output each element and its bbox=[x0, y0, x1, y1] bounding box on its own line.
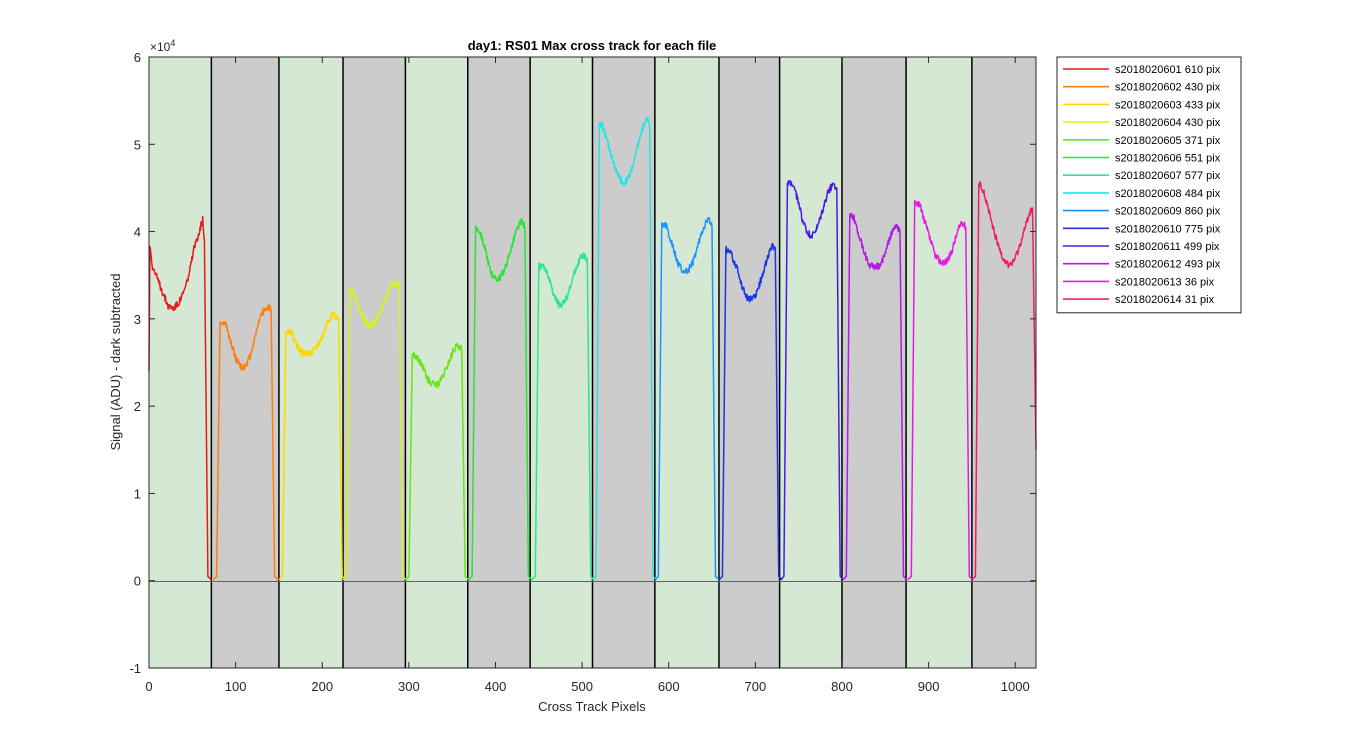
y-tick-label: 2 bbox=[134, 399, 141, 414]
y-tick-label: -1 bbox=[129, 661, 141, 676]
legend-entry: s2018020609 860 pix bbox=[1115, 206, 1221, 218]
x-tick-label: 1000 bbox=[1001, 679, 1030, 694]
background-band-green bbox=[906, 57, 972, 668]
series-line bbox=[468, 217, 533, 581]
x-tick-label: 300 bbox=[398, 679, 420, 694]
y-tick-label: 1 bbox=[134, 486, 141, 501]
y-tick-label: 0 bbox=[134, 574, 141, 589]
legend-entry: s2018020608 484 pix bbox=[1115, 188, 1221, 200]
background-band-gray bbox=[841, 57, 907, 668]
background-band-green bbox=[530, 57, 593, 668]
background-band-green bbox=[405, 57, 468, 668]
background-bands bbox=[149, 57, 1036, 668]
legend-entry: s2018020602 430 pix bbox=[1115, 82, 1221, 94]
x-tick-label: 700 bbox=[744, 679, 766, 694]
background-band-gray bbox=[718, 57, 780, 668]
series-layer bbox=[148, 117, 1037, 582]
series-line bbox=[654, 216, 720, 581]
background-band-green bbox=[779, 57, 842, 668]
background-band-green bbox=[278, 57, 344, 668]
series-line bbox=[842, 212, 908, 581]
y-exponent-base: ×10 bbox=[150, 40, 171, 54]
series-line bbox=[342, 280, 407, 581]
y-tick-label: 6 bbox=[134, 50, 141, 65]
series-line bbox=[404, 342, 470, 581]
series-line bbox=[779, 179, 845, 581]
background-band-green bbox=[149, 57, 212, 668]
series-line bbox=[278, 310, 347, 581]
background-band-gray bbox=[343, 57, 406, 668]
chart-title: day1: RS01 Max cross track for each file bbox=[468, 38, 717, 53]
legend: s2018020601 610 pix s2018020602 430 pix s2… bbox=[1056, 56, 1242, 314]
axis-ticks: 0 100 200 300 400 500 600 700 800 900 1000 -1 0 1 2 3 4 5… bbox=[129, 50, 1036, 694]
y-axis-label: Signal (ADU) - dark subtracted bbox=[108, 273, 123, 450]
x-tick-label: 0 bbox=[145, 679, 152, 694]
legend-box bbox=[1056, 56, 1242, 314]
y-exponent-label: ×104 bbox=[150, 38, 175, 54]
x-tick-label: 200 bbox=[311, 679, 333, 694]
legend-entry: s2018020607 577 pix bbox=[1115, 170, 1221, 182]
legend-entry: s2018020605 371 pix bbox=[1115, 135, 1221, 147]
series-line bbox=[212, 304, 279, 581]
x-tick-label: 800 bbox=[831, 679, 853, 694]
background-band-green bbox=[654, 57, 719, 668]
legend-entry: s2018020606 551 pix bbox=[1115, 153, 1221, 165]
legend-entry: s2018020614 31 pix bbox=[1115, 294, 1215, 306]
legend-entry: s2018020613 36 pix bbox=[1115, 276, 1215, 288]
y-tick-label: 4 bbox=[134, 225, 141, 240]
legend-entry: s2018020612 493 pix bbox=[1115, 259, 1221, 271]
background-band-gray bbox=[211, 57, 279, 668]
x-tick-label: 400 bbox=[485, 679, 507, 694]
series-line bbox=[531, 252, 595, 581]
legend-entry: s2018020601 610 pix bbox=[1115, 64, 1221, 76]
series-line bbox=[718, 242, 783, 581]
x-tick-label: 600 bbox=[658, 679, 680, 694]
legend-entry: s2018020610 775 pix bbox=[1115, 223, 1221, 235]
series-line bbox=[148, 215, 212, 581]
x-tick-label: 500 bbox=[571, 679, 593, 694]
legend-entry: s2018020603 433 pix bbox=[1115, 99, 1221, 111]
x-tick-label: 100 bbox=[225, 679, 247, 694]
y-tick-label: 5 bbox=[134, 137, 141, 152]
y-exponent-power: 4 bbox=[170, 38, 175, 48]
series-line bbox=[591, 117, 658, 581]
legend-entry: s2018020604 430 pix bbox=[1115, 117, 1221, 129]
band-dividers bbox=[210, 57, 973, 668]
x-tick-label: 900 bbox=[918, 679, 940, 694]
x-axis-label: Cross Track Pixels bbox=[538, 699, 646, 714]
legend-entry: s2018020611 499 pix bbox=[1115, 241, 1220, 253]
background-band-gray bbox=[592, 57, 655, 668]
background-band-gray bbox=[467, 57, 531, 668]
series-line bbox=[971, 181, 1037, 581]
y-tick-label: 3 bbox=[134, 312, 141, 327]
axes-box bbox=[148, 56, 1037, 669]
series-line bbox=[907, 200, 974, 581]
background-band-gray bbox=[971, 57, 1036, 668]
